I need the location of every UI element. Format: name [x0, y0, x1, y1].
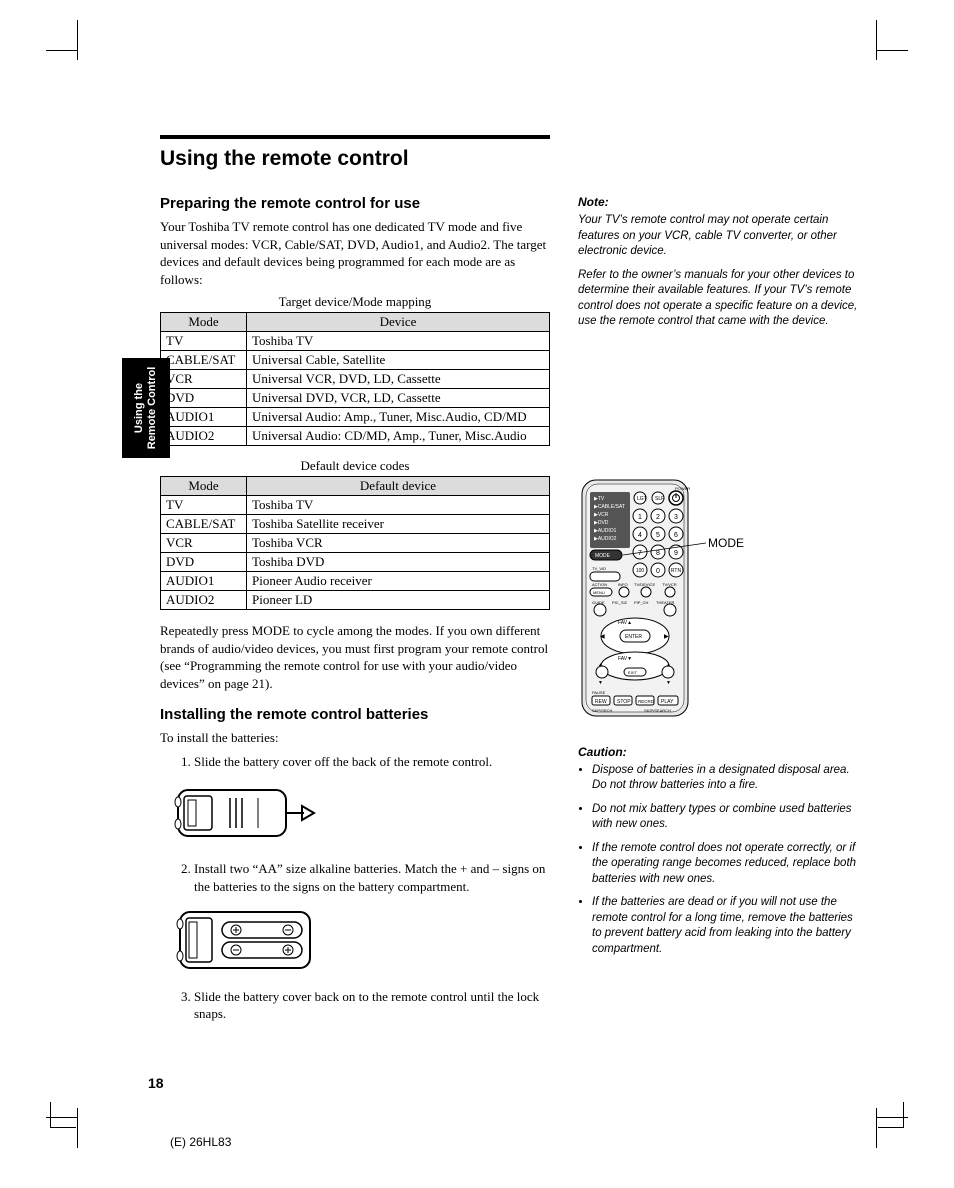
- svg-text:▼: ▼: [598, 680, 603, 686]
- svg-text:LGT: LGT: [637, 496, 647, 502]
- sidetab-line1: Using the: [133, 383, 145, 433]
- svg-text:▶DVD: ▶DVD: [594, 520, 609, 526]
- svg-text:MODE: MODE: [595, 553, 611, 559]
- install-steps: Slide the battery cover off the back of …: [160, 753, 550, 771]
- chapter-title: Using the remote control: [160, 147, 860, 171]
- table-row: VCRUniversal VCR, DVD, LD, Cassette: [161, 370, 550, 389]
- section1-intro: Your Toshiba TV remote control has one d…: [160, 218, 550, 288]
- svg-text:▶AUDIO2: ▶AUDIO2: [594, 536, 617, 542]
- svg-text:POWER: POWER: [675, 486, 690, 491]
- svg-text:0: 0: [656, 568, 660, 575]
- svg-text:RECRD: RECRD: [638, 699, 655, 704]
- install-steps-2: Install two “AA” size alkaline batteries…: [160, 860, 550, 895]
- svg-text:6: 6: [674, 532, 678, 539]
- svg-text:PAUSE: PAUSE: [592, 690, 606, 695]
- svg-text:▶CABLE/SAT: ▶CABLE/SAT: [594, 504, 625, 510]
- svg-text:SLP: SLP: [655, 496, 665, 502]
- figure-remote: ▶TV ▶CABLE/SAT ▶VCR ▶DVD ▶AUDIO1 ▶AUDIO2…: [578, 478, 860, 723]
- svg-text:5: 5: [656, 532, 660, 539]
- svg-text:INFO: INFO: [618, 582, 628, 587]
- caution-item: If the batteries are dead or if you will…: [592, 895, 860, 957]
- table-row: CABLE/SATToshiba Satellite receiver: [161, 515, 550, 534]
- left-column: Preparing the remote control for use You…: [160, 195, 550, 1031]
- section1-outro: Repeatedly press MODE to cycle among the…: [160, 622, 550, 692]
- table-row: AUDIO1Pioneer Audio receiver: [161, 572, 550, 591]
- svg-text:SKIP/SEARCH: SKIP/SEARCH: [644, 708, 671, 713]
- caution-item: Do not mix battery types or combine used…: [592, 802, 860, 833]
- svg-text:1: 1: [638, 514, 642, 521]
- svg-text:FAV▲: FAV▲: [618, 620, 632, 626]
- svg-text:▶: ▶: [664, 634, 669, 640]
- page-content: Using the remote control Preparing the r…: [160, 135, 860, 1031]
- section2-intro: To install the batteries:: [160, 729, 550, 747]
- svg-text:REW: REW: [595, 699, 607, 705]
- svg-text:PIC_SIZ: PIC_SIZ: [612, 600, 628, 605]
- model-code: (E) 26HL83: [170, 1135, 231, 1149]
- table-row: AUDIO1Universal Audio: Amp., Tuner, Misc…: [161, 408, 550, 427]
- section1-heading: Preparing the remote control for use: [160, 195, 550, 212]
- table2-caption: Default device codes: [160, 458, 550, 474]
- table-default-codes: Mode Default device TVToshiba TV CABLE/S…: [160, 476, 550, 610]
- t1-h0: Mode: [161, 313, 247, 332]
- note-p1: Your TV’s remote control may not operate…: [578, 213, 860, 260]
- svg-text:7: 7: [638, 550, 642, 557]
- svg-text:TV_VID: TV_VID: [592, 566, 606, 571]
- table-row: CABLE/SATUniversal Cable, Satellite: [161, 351, 550, 370]
- table-row: TVToshiba TV: [161, 332, 550, 351]
- svg-text:STOP: STOP: [617, 699, 631, 705]
- table-row: VCRToshiba VCR: [161, 534, 550, 553]
- table-row: DVDToshiba DVD: [161, 553, 550, 572]
- section2-heading: Installing the remote control batteries: [160, 706, 550, 723]
- t2-h0: Mode: [161, 477, 247, 496]
- right-column: Note: Your TV’s remote control may not o…: [578, 195, 860, 1031]
- svg-text:▶TV: ▶TV: [594, 496, 605, 502]
- caution-heading: Caution:: [578, 745, 860, 759]
- t1-h1: Device: [247, 313, 550, 332]
- table1-caption: Target device/Mode mapping: [160, 294, 550, 310]
- note-p2: Refer to the owner’s manuals for your ot…: [578, 268, 860, 330]
- svg-text:PLAY: PLAY: [661, 699, 674, 705]
- svg-text:EXIT: EXIT: [628, 670, 637, 675]
- table-row: DVDUniversal DVD, VCR, LD, Cassette: [161, 389, 550, 408]
- svg-text:3: 3: [674, 514, 678, 521]
- svg-text:ACTION: ACTION: [592, 582, 607, 587]
- step-2: Install two “AA” size alkaline batteries…: [194, 860, 550, 895]
- t2-h1: Default device: [247, 477, 550, 496]
- svg-text:8: 8: [656, 550, 660, 557]
- table-row: AUDIO2Universal Audio: CD/MD, Amp., Tune…: [161, 427, 550, 446]
- svg-text:PIP_CH: PIP_CH: [634, 600, 649, 605]
- table-row: TVToshiba TV: [161, 496, 550, 515]
- svg-text:9: 9: [674, 550, 678, 557]
- svg-text:▶VCR: ▶VCR: [594, 512, 609, 518]
- remote-mode-label: MODE: [708, 536, 744, 550]
- note-heading: Note:: [578, 195, 860, 209]
- svg-text:SKP/SRCH: SKP/SRCH: [592, 708, 613, 713]
- svg-text:▶AUDIO1: ▶AUDIO1: [594, 528, 617, 534]
- step-3: Slide the battery cover back on to the r…: [194, 988, 550, 1023]
- svg-text:2: 2: [656, 514, 660, 521]
- svg-text:ENTER: ENTER: [625, 634, 642, 640]
- svg-text:4: 4: [638, 532, 642, 539]
- sidetab-line2: Remote Control: [146, 367, 158, 450]
- svg-text:RTN: RTN: [671, 568, 682, 574]
- svg-text:MENU: MENU: [593, 590, 605, 595]
- caution-list: Dispose of batteries in a designated dis…: [578, 763, 860, 958]
- svg-text:▼: ▼: [666, 680, 671, 686]
- page-number: 18: [148, 1075, 164, 1091]
- table-mode-mapping: Mode Device TVToshiba TV CABLE/SATUniver…: [160, 312, 550, 446]
- chapter-rule: [160, 135, 550, 139]
- step-1: Slide the battery cover off the back of …: [194, 753, 550, 771]
- svg-text:100: 100: [636, 568, 645, 574]
- svg-text:TV/VCR: TV/VCR: [662, 582, 677, 587]
- figure-slide-cover: [174, 778, 550, 848]
- install-steps-3: Slide the battery cover back on to the r…: [160, 988, 550, 1023]
- caution-item: If the remote control does not operate c…: [592, 841, 860, 888]
- table-row: AUDIO2Pioneer LD: [161, 591, 550, 610]
- svg-text:◀: ◀: [600, 634, 605, 640]
- svg-text:TV/DEVICE: TV/DEVICE: [634, 582, 655, 587]
- caution-item: Dispose of batteries in a designated dis…: [592, 763, 860, 794]
- figure-install-batteries: [174, 904, 550, 976]
- svg-text:FAV▼: FAV▼: [618, 656, 632, 662]
